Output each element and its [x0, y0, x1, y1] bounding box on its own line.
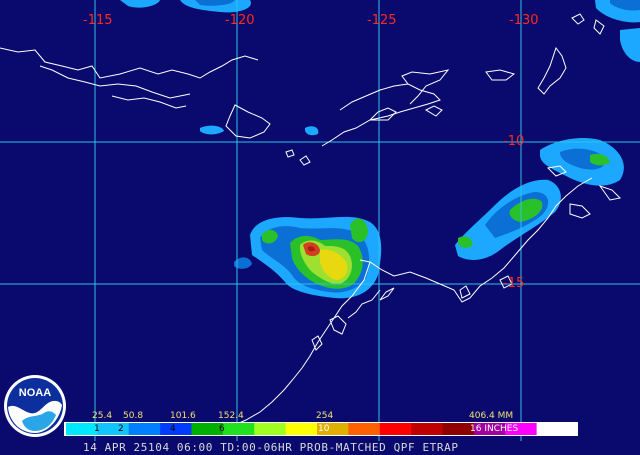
legend-swatch: [97, 423, 130, 435]
legend-mm-label: 25.4: [92, 411, 113, 421]
legend-inch-label: 2: [118, 424, 124, 434]
legend-mm-label: 406.4 MM: [469, 411, 514, 421]
lon-label-125: -125: [367, 13, 397, 28]
legend-swatch: [222, 423, 255, 435]
legend-swatch: [473, 423, 506, 435]
product-caption: 14 APR 25104 06:00 TD:00-06HR PROB-MATCH…: [83, 441, 459, 454]
legend-mm-label: 254: [316, 411, 334, 421]
noaa-logo-text: NOAA: [19, 387, 51, 399]
legend-swatch: [254, 423, 287, 435]
legend-swatch: [442, 423, 475, 435]
legend-swatch: [191, 423, 224, 435]
lat-lon-grid: [0, 0, 640, 441]
legend-mm-label: 50.8: [123, 411, 144, 421]
coastlines: [0, 13, 622, 427]
legend-swatch: [160, 423, 193, 435]
legend-color-strip: [64, 422, 578, 436]
lon-label-115: -115: [83, 13, 113, 28]
legend-mm-label: 101.6: [170, 411, 196, 421]
legend-swatch: [317, 423, 349, 435]
legend-inch-label: 4: [170, 424, 176, 434]
legend-swatch: [66, 423, 98, 435]
lon-label-130: -130: [509, 13, 539, 28]
legend-inch-label: 10: [318, 424, 330, 434]
legend-swatch: [505, 423, 538, 435]
legend-swatch: [128, 423, 161, 435]
noaa-logo-icon: NOAA: [4, 375, 66, 437]
footer-bar: [0, 441, 640, 455]
lat-label-15: -15: [503, 276, 525, 291]
legend-end-cap: [568, 423, 576, 435]
legend-swatch: [411, 423, 444, 435]
legend-inch-label: 6: [219, 424, 225, 434]
precipitation-overlay: [120, 0, 640, 299]
legend-swatch: [379, 423, 412, 435]
legend-mm-label: 152.4: [218, 411, 244, 421]
legend-inch-label: 16 INCHES: [470, 424, 519, 434]
legend-inch-label: 1: [94, 424, 100, 434]
legend-swatch: [285, 423, 318, 435]
legend-swatch: [536, 423, 569, 435]
legend-swatch: [348, 423, 381, 435]
lon-label-120: -120: [225, 13, 255, 28]
lat-label-10: -10: [503, 134, 525, 149]
